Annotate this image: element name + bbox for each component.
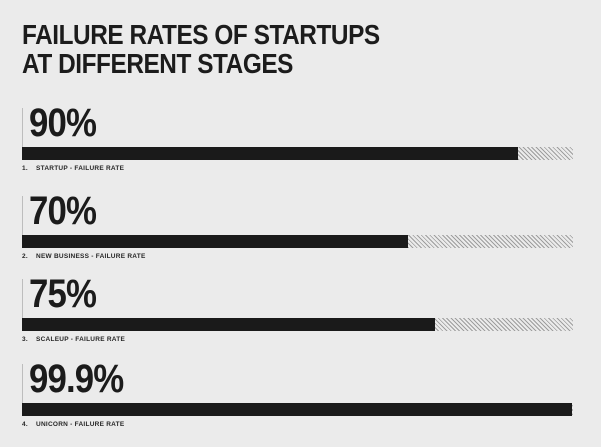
bar-row-unicorn: 99.9% 4. UNICORN - FAILURE RATE (22, 357, 573, 432)
bar-track-hatch (22, 403, 573, 416)
caption-text: STARTUP - FAILURE RATE (36, 165, 125, 172)
caption-index: 4. (22, 421, 28, 428)
percent-value: 70% (29, 189, 97, 233)
caption-index: 3. (22, 336, 28, 343)
bar-track-hatch (22, 147, 573, 160)
caption-text: SCALEUP - FAILURE RATE (36, 336, 126, 343)
percent-value: 90% (29, 101, 97, 145)
bar-fill (22, 403, 573, 416)
bar-fill (22, 147, 518, 160)
chart-title-line1: FAILURE RATES OF STARTUPS (22, 19, 380, 50)
chart-title-line2: AT DIFFERENT STAGES (22, 48, 293, 79)
caption-index: 2. (22, 253, 28, 260)
bar-track-hatch (22, 318, 573, 331)
caption-text: NEW BUSINESS - FAILURE RATE (36, 253, 146, 260)
bar-caption: 2. NEW BUSINESS - FAILURE RATE (22, 253, 146, 261)
bar-caption: 1. STARTUP - FAILURE RATE (22, 165, 124, 173)
bar-fill (22, 318, 436, 331)
axis-tick-line (22, 364, 23, 403)
bar-caption: 4. UNICORN - FAILURE RATE (22, 421, 124, 429)
chart-title: FAILURE RATES OF STARTUPS AT DIFFERENT S… (22, 20, 433, 78)
bar-fill (22, 235, 408, 248)
bar-row-new-business: 70% 2. NEW BUSINESS - FAILURE RATE (22, 189, 573, 264)
axis-tick-line (22, 196, 23, 235)
axis-tick-line (22, 279, 23, 318)
bar-caption: 3. SCALEUP - FAILURE RATE (22, 336, 125, 344)
axis-tick-line (22, 108, 23, 147)
bar-row-scaleup: 75% 3. SCALEUP - FAILURE RATE (22, 272, 573, 347)
caption-text: UNICORN - FAILURE RATE (36, 421, 125, 428)
caption-index: 1. (22, 165, 28, 172)
percent-value: 99.9% (29, 357, 124, 401)
bar-row-startup: 90% 1. STARTUP - FAILURE RATE (22, 101, 573, 176)
percent-value: 75% (29, 272, 97, 316)
bar-track-hatch (22, 235, 573, 248)
